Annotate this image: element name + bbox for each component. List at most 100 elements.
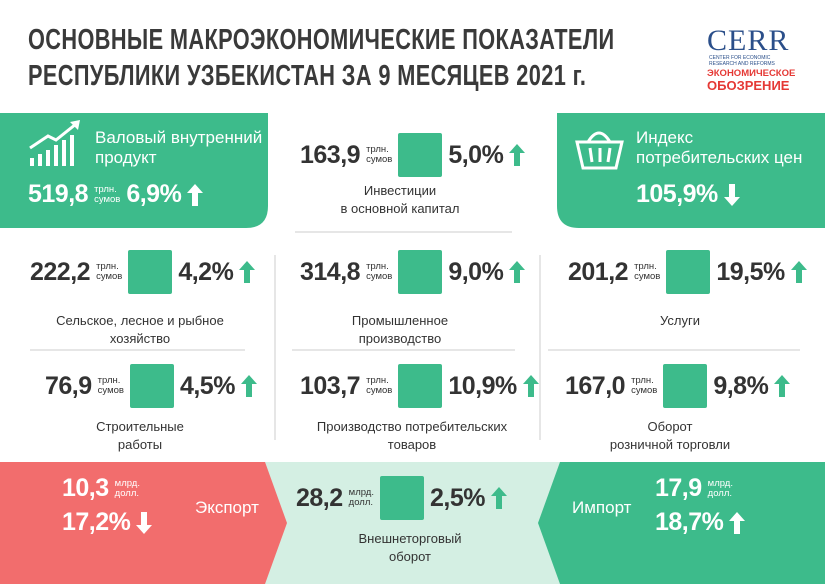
import-panel — [538, 462, 825, 584]
label-line: потребительских цен — [636, 148, 803, 167]
logo-tagline-line: CENTER FOR ECONOMIC — [709, 55, 771, 61]
label-line: Услуги — [660, 313, 700, 328]
label-line: хозяйство — [109, 331, 171, 346]
label-line: Оборот — [647, 419, 693, 434]
arrow-up — [774, 375, 791, 397]
value: 163,9 — [300, 140, 361, 169]
arrow-shape — [187, 183, 204, 206]
arrow-shape — [790, 261, 807, 283]
logo-tagline: CENTER FOR ECONOMIC RESEARCH AND REFORMS — [709, 55, 775, 67]
icon — [128, 250, 173, 294]
unit-line: млрд. — [114, 477, 140, 489]
value: 222,2 — [30, 257, 91, 286]
unit-line: млрд. — [348, 487, 374, 498]
cpi-panel — [557, 113, 825, 228]
label-line: производство — [358, 331, 442, 346]
label-line: Сельское, лесное и рыбное — [56, 313, 224, 328]
label-line: товаров — [387, 437, 437, 452]
label: Промышленное производство — [250, 312, 550, 348]
value: 167,0 — [565, 371, 626, 400]
change: 4,2% — [178, 257, 234, 286]
value-row: 519,8 трлн. сумов 6,9% — [28, 180, 204, 209]
gdp-panel — [0, 113, 268, 228]
label-line: Внешнеторговый — [358, 531, 462, 546]
unit: трлн. сумов — [366, 145, 392, 165]
value: 76,9 — [45, 371, 92, 400]
arrow-up — [522, 375, 539, 397]
unit-line: долл. — [348, 497, 374, 508]
unit-line: сумов — [96, 271, 123, 282]
unit: трлн. сумов — [366, 262, 392, 282]
arrow-shape — [240, 375, 257, 397]
arrow-shape — [509, 144, 526, 166]
label-line: продукт — [95, 148, 157, 167]
arrow-up — [239, 261, 256, 283]
label-line: работы — [117, 437, 163, 452]
arrow-shape — [509, 261, 526, 283]
value: 103,7 — [300, 371, 361, 400]
unit: трлн. сумов — [634, 262, 660, 282]
arrow-shape — [522, 375, 539, 397]
value: 519,8 — [28, 180, 89, 208]
arrow-up — [729, 511, 746, 534]
label-line: Индекс — [636, 128, 694, 147]
label-line: Промышленное — [351, 313, 449, 328]
arrow-shape — [490, 487, 507, 509]
gdp-icon — [29, 120, 80, 166]
unit-line: сумов — [634, 271, 661, 282]
change: 17,2% — [62, 508, 131, 536]
value-row: 167,0 трлн. сумов 9,8% — [565, 364, 791, 408]
logo-tagline-line: RESEARCH AND REFORMS — [709, 61, 775, 67]
unit-line: трлн. — [366, 375, 389, 386]
label: Импорт — [572, 498, 631, 518]
unit-line: трлн. — [366, 144, 389, 155]
label: Оборот розничной торговли — [520, 418, 820, 454]
arrow-down — [723, 183, 740, 206]
value-row: 163,9 трлн. сумов 5,0% — [300, 133, 526, 177]
change: 18,7% — [655, 508, 724, 536]
label: Производство потребительских товаров — [262, 418, 562, 454]
label: Экспорт — [195, 498, 259, 518]
value-row: 314,8 трлн. сумов 9,0% — [300, 250, 526, 294]
value: 10,3 — [62, 474, 109, 502]
value-row: 222,2 трлн. сумов 4,2% — [30, 250, 256, 294]
label: Внешнеторговый оборот — [260, 530, 560, 566]
title: ОСНОВНЫЕ МАКРОЭКОНОМИЧЕСКИЕ ПОКАЗАТЕЛИ — [28, 24, 615, 56]
change: 10,9% — [448, 371, 517, 400]
icon — [398, 364, 443, 408]
logo-brand: ЭКОНОМИЧЕСКОЕ ОБОЗРЕНИЕ — [707, 68, 795, 92]
change: 6,9% — [126, 180, 182, 208]
value-row: 105,9% — [636, 180, 740, 209]
arrow-shape — [774, 375, 791, 397]
logo-brand-line: ОБОЗРЕНИЕ — [707, 78, 790, 93]
label-line: Экспорт — [195, 498, 259, 517]
unit-line: трлн. — [634, 261, 657, 272]
label-line: Производство потребительских — [316, 419, 508, 434]
value-row: 28,2 млрд. долл. 2,5% — [296, 476, 507, 520]
unit-line: сумов — [94, 193, 121, 205]
arrow-shape — [239, 261, 256, 283]
unit: млрд. долл. — [708, 478, 733, 499]
arrow-shape — [729, 511, 746, 534]
logo-brand-line: ЭКОНОМИЧЕСКОЕ — [707, 68, 796, 79]
label-line: Инвестиции — [363, 183, 437, 198]
value-row: 18,7% — [655, 508, 746, 537]
change: 2,5% — [430, 483, 485, 512]
unit: млрд. долл. — [349, 488, 374, 508]
change: 19,5% — [716, 257, 785, 286]
label-line: розничной торговли — [609, 437, 731, 452]
label-line: Импорт — [572, 498, 632, 517]
change: 5,0% — [448, 140, 504, 169]
change: 9,0% — [448, 257, 504, 286]
value-row: 17,2% — [62, 508, 153, 537]
change: 4,5% — [179, 371, 235, 400]
label: Валовый внутренний продукт — [95, 128, 262, 168]
value-row: 76,9 трлн. сумов 4,5% — [45, 364, 257, 408]
label-line: в основной капитал — [340, 201, 460, 216]
icon — [398, 133, 443, 177]
icon — [129, 364, 174, 408]
cpi-icon — [575, 131, 624, 170]
unit-line: сумов — [97, 385, 124, 396]
arrow-up — [509, 261, 526, 283]
